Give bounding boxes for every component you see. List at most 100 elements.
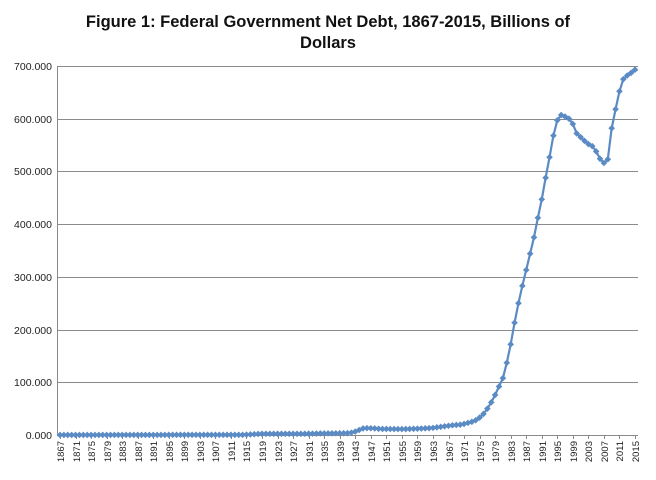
data-point [293, 430, 301, 438]
data-point [351, 428, 359, 435]
data-point [608, 124, 615, 132]
data-point [402, 425, 410, 433]
data-point [616, 88, 623, 95]
data-point [173, 431, 180, 439]
x-tick-label: 1927 [289, 441, 300, 462]
x-tick-label: 1939 [336, 441, 347, 462]
data-point [487, 399, 495, 406]
data-point [577, 133, 584, 141]
x-tick-label: 1903 [196, 441, 207, 462]
y-tick-label: 100.000 [14, 377, 52, 389]
data-point [588, 142, 596, 150]
x-tick-label: 1975 [476, 441, 487, 462]
data-point [371, 425, 378, 432]
data-point [367, 424, 375, 432]
data-point [107, 431, 114, 439]
data-point [134, 431, 142, 439]
y-tick-label: 700.000 [14, 61, 52, 73]
data-point [546, 153, 553, 161]
y-tick-label: 0.000 [26, 430, 52, 442]
data-point [184, 431, 192, 439]
data-point [569, 120, 577, 128]
data-point [196, 431, 204, 439]
data-point [386, 425, 394, 433]
data-point [317, 430, 324, 437]
y-axis-tick-labels: 0.000 100.000 200.000 300.000 400.000 500.000… [14, 61, 52, 442]
data-point [452, 421, 460, 429]
x-tick-label: 2007 [600, 441, 611, 462]
x-tick-label: 2003 [584, 441, 595, 462]
x-tick-label: 1959 [413, 441, 424, 462]
data-point [421, 425, 429, 432]
data-point [142, 431, 149, 439]
data-point [484, 405, 491, 412]
data-point [538, 196, 546, 203]
data-point [375, 425, 382, 433]
data-point [604, 156, 612, 163]
data-point [208, 431, 215, 439]
axes [57, 66, 638, 439]
data-point [122, 431, 130, 439]
gridlines [57, 66, 638, 383]
data-point [320, 430, 328, 437]
data-point [507, 341, 514, 348]
data-point [620, 75, 627, 83]
data-point [60, 431, 68, 439]
data-point [340, 429, 347, 437]
x-tick-label: 1875 [87, 441, 98, 462]
x-tick-label: 1963 [429, 441, 440, 462]
data-point [456, 421, 464, 429]
data-point [76, 431, 83, 439]
data-point [328, 430, 336, 437]
data-point [56, 431, 64, 439]
x-tick-label: 1947 [367, 441, 378, 462]
data-point [289, 430, 297, 438]
chart-title: Figure 1: Federal Government Net Debt, 1… [0, 12, 656, 54]
data-point [126, 431, 134, 439]
data-point [239, 431, 246, 439]
data-point [550, 132, 557, 139]
x-tick-label: 1911 [227, 441, 238, 461]
x-tick-label: 1879 [103, 441, 114, 462]
data-point [394, 425, 402, 433]
data-point [258, 430, 266, 438]
data-point [491, 391, 499, 399]
x-tick-label: 1891 [149, 441, 160, 462]
data-point [553, 116, 561, 124]
data-point [433, 424, 441, 431]
data-point [223, 431, 231, 439]
data-point [309, 430, 316, 437]
x-tick-label: 1999 [569, 441, 580, 462]
data-point [410, 425, 417, 433]
data-point [359, 425, 367, 432]
data-point [445, 422, 452, 430]
data-point [266, 430, 274, 438]
data-point [542, 174, 549, 182]
data-point [522, 266, 530, 274]
x-tick-label: 1951 [382, 441, 393, 462]
x-tick-label: 1907 [211, 441, 222, 462]
data-point [80, 431, 87, 439]
data-point [169, 431, 176, 439]
x-tick-label: 1971 [460, 441, 471, 462]
data-point [398, 425, 406, 433]
data-point [87, 431, 95, 439]
data-point [468, 418, 476, 426]
x-tick-label: 1931 [305, 441, 316, 462]
chart-title-line-1: Figure 1: Federal Government Net Debt, 1… [85, 13, 571, 31]
data-point [262, 430, 270, 438]
data-point [161, 431, 169, 439]
x-tick-label: 1987 [522, 441, 533, 462]
data-point [515, 299, 522, 307]
x-tick-label: 2015 [631, 441, 642, 462]
data-point [383, 425, 390, 433]
data-point [526, 250, 534, 257]
data-point [476, 414, 483, 421]
data-point [363, 424, 371, 432]
data-point [212, 431, 219, 439]
x-tick-label: 1915 [242, 441, 253, 462]
data-point [72, 431, 79, 439]
x-tick-label: 1983 [507, 441, 518, 462]
data-point [600, 159, 608, 167]
data-point [348, 429, 355, 436]
